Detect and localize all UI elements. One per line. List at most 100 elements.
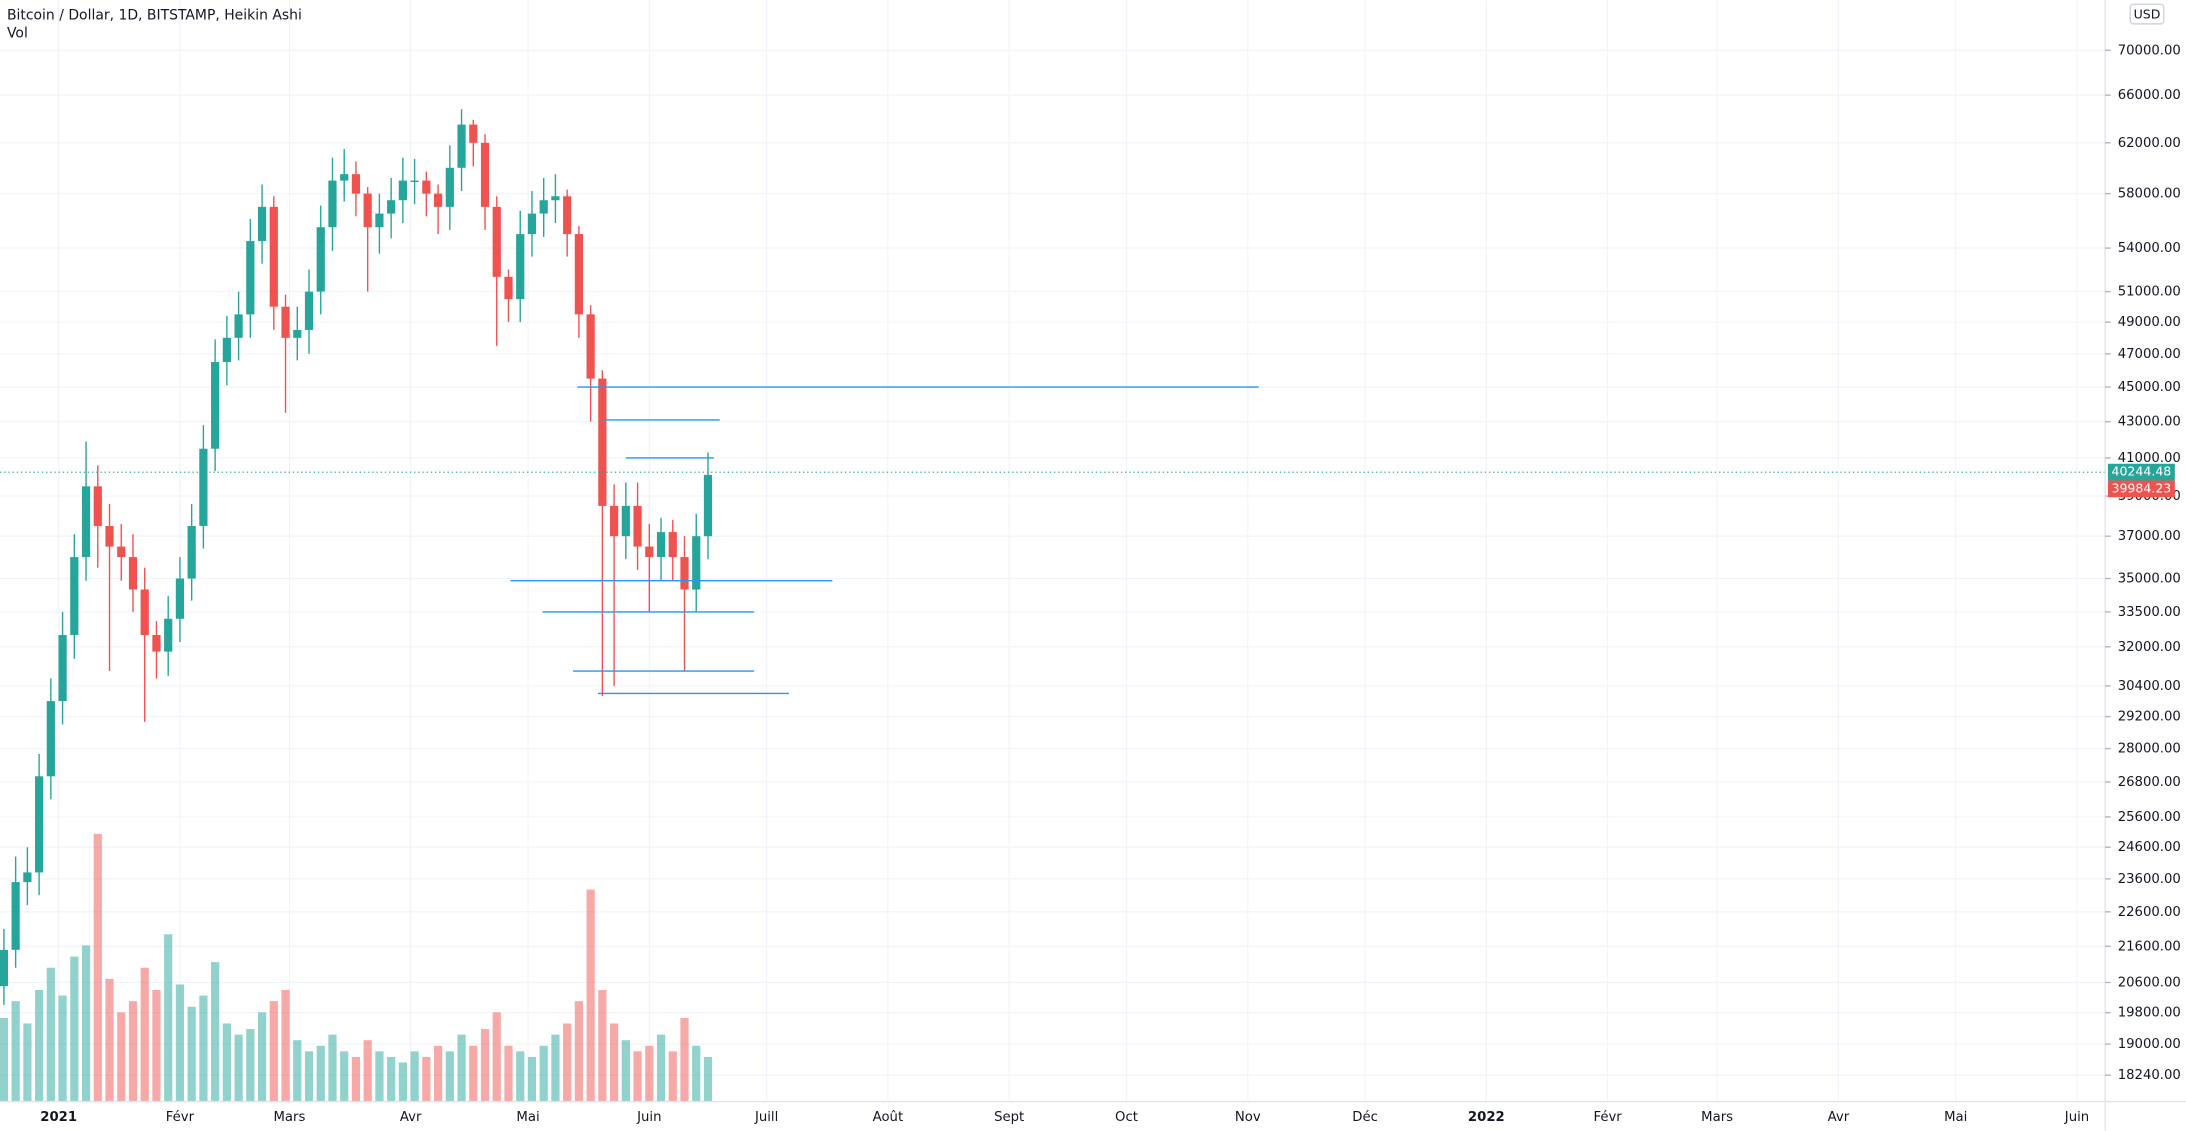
candle-body [316, 227, 325, 292]
candle-body [527, 213, 537, 235]
candle-body [257, 206, 267, 242]
candle-body [164, 618, 173, 652]
candle-body [211, 362, 220, 449]
candle-body [563, 196, 572, 235]
y-tick-label: 32000.00 [2118, 640, 2181, 655]
volume-bar [58, 995, 67, 1102]
y-tick-label: 58000.00 [2118, 187, 2181, 202]
volume-bar [457, 1034, 466, 1102]
y-tick-label: 70000.00 [2118, 43, 2181, 58]
candle-body [46, 701, 55, 777]
candle-body [304, 291, 314, 330]
candle-body [457, 124, 466, 168]
x-tick-label: Sept [994, 1110, 1024, 1125]
x-tick-label: Mars [274, 1110, 306, 1125]
volume-bar [23, 1023, 32, 1102]
candle-body [269, 206, 278, 307]
volume-bar [35, 990, 44, 1102]
y-tick-label: 45000.00 [2118, 380, 2181, 395]
price-label-bg [2107, 480, 2175, 498]
candle-body [398, 180, 407, 201]
volume-bar [598, 990, 607, 1102]
candle-body [70, 557, 79, 636]
candle-body [11, 882, 20, 950]
volume-bar [340, 1051, 349, 1102]
volume-bar [516, 1051, 525, 1102]
x-tick-label: Mai [516, 1110, 539, 1125]
x-tick-label: Déc [1352, 1109, 1378, 1125]
candle-body [187, 525, 196, 579]
candle-body [504, 276, 513, 300]
y-tick-label: 25600.00 [2118, 810, 2181, 825]
candle-body [433, 193, 443, 207]
candle-body [293, 329, 302, 338]
volume-bar [93, 833, 102, 1102]
volume-bar [539, 1045, 548, 1102]
volume-bar [609, 1023, 619, 1102]
candle-body [199, 448, 208, 526]
volume-pane [0, 833, 713, 1102]
volume-bar [692, 1045, 701, 1102]
volume-bar [351, 1056, 361, 1102]
candle-body [140, 589, 149, 636]
candle-body [234, 314, 243, 338]
volume-bar [211, 962, 220, 1102]
y-tick-label: 21600.00 [2118, 939, 2181, 954]
x-tick-label: Mars [1701, 1110, 1733, 1125]
candle-body [363, 193, 372, 228]
candle-body [58, 635, 67, 702]
y-tick-label: 30400.00 [2118, 679, 2181, 694]
y-tick-label: 18240.00 [2118, 1068, 2181, 1083]
volume-bar [187, 1006, 196, 1102]
candle-body [281, 306, 290, 338]
grid [0, 0, 2106, 1102]
volume-bar [504, 1045, 513, 1102]
candle-body [340, 174, 349, 181]
volume-bar [234, 1034, 243, 1102]
volume-bar [563, 1023, 572, 1102]
candle-body [469, 124, 478, 143]
x-tick-label: 2021 [40, 1110, 77, 1125]
x-tick-label: Mai [1944, 1110, 1967, 1125]
volume-bar [492, 1012, 501, 1102]
currency-badge[interactable] [2129, 3, 2165, 25]
volume-bar [422, 1056, 431, 1102]
price-label: 40244.48 [2111, 464, 2171, 479]
x-tick-label: Nov [1235, 1110, 1261, 1125]
candle-body [0, 949, 9, 987]
volume-bar [574, 1001, 584, 1102]
volume-bar [680, 1017, 689, 1102]
candle-body [480, 142, 490, 207]
y-tick-label: 24600.00 [2118, 840, 2181, 855]
volume-bar [551, 1034, 560, 1102]
candle-body [117, 546, 126, 558]
volume-bar [387, 1056, 396, 1102]
candle-body [81, 486, 91, 558]
volume-bar [656, 1034, 666, 1102]
volume-bar [175, 984, 185, 1102]
y-tick-label: 19000.00 [2118, 1037, 2181, 1052]
currency-label[interactable]: USD [2134, 6, 2161, 21]
volume-bar [128, 1001, 138, 1102]
candle-body [668, 532, 677, 558]
y-tick-label: 26800.00 [2118, 775, 2181, 790]
y-tick-label: 51000.00 [2118, 285, 2181, 300]
y-tick-label: 49000.00 [2118, 315, 2181, 330]
candle-body [351, 174, 361, 194]
candle-body [551, 196, 560, 201]
candle-body [574, 234, 584, 315]
volume-bar [645, 1045, 654, 1102]
y-tick-label: 62000.00 [2118, 136, 2181, 151]
y-tick-label: 66000.00 [2118, 88, 2181, 103]
candle-body [539, 200, 548, 214]
x-tick-label: Févr [166, 1109, 195, 1125]
volume-bar [398, 1062, 407, 1102]
y-tick-label: 35000.00 [2118, 572, 2181, 587]
y-tick-label: 37000.00 [2118, 529, 2181, 544]
y-tick-label: 22600.00 [2118, 905, 2181, 920]
volume-bar [586, 889, 595, 1102]
candle-body [152, 635, 161, 652]
y-tick-label: 54000.00 [2118, 241, 2181, 256]
volume-bar [257, 1012, 267, 1102]
